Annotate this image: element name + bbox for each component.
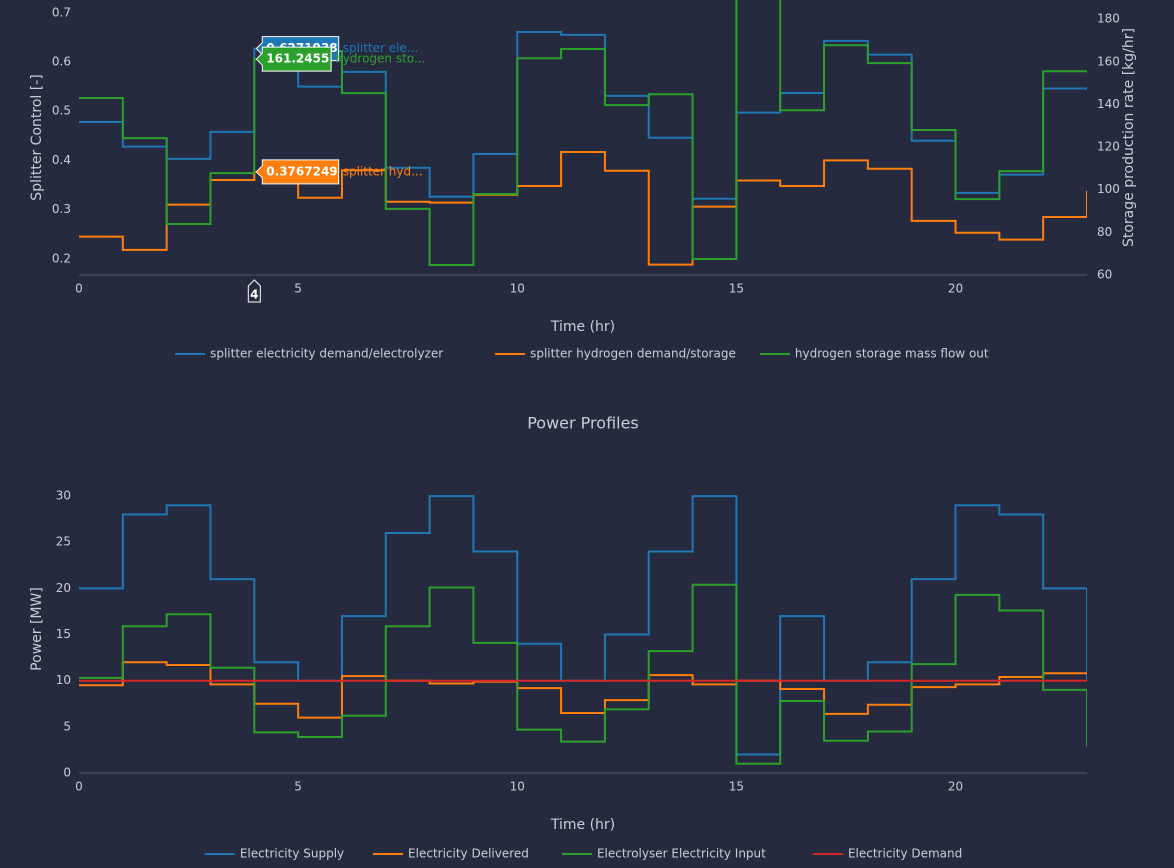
legend-label: hydrogen storage mass flow out — [795, 347, 989, 361]
hover-value: 161.2455 — [266, 52, 329, 66]
x-tick-label: 20 — [948, 780, 963, 794]
y-tick-label: 0.6 — [52, 54, 71, 68]
y-tick-label: 15 — [56, 627, 71, 641]
hover-x-label: 4 — [250, 288, 258, 302]
plot-area — [79, 495, 1087, 765]
x-tick-label: 15 — [729, 780, 744, 794]
x-tick-label: 5 — [294, 282, 302, 296]
y-axis-title: Power [MW] — [29, 587, 45, 671]
y-tick-label: 5 — [63, 719, 71, 733]
y2-tick-label: 120 — [1097, 140, 1120, 154]
series-line — [79, 661, 1087, 719]
series-line — [79, 151, 1087, 266]
x-axis-title: Time (hr) — [550, 319, 615, 335]
y-tick-label: 10 — [56, 673, 71, 687]
series-line — [79, 583, 1087, 765]
legend-label: Electricity Supply — [240, 847, 344, 861]
hover-series: splitter hyd... — [343, 164, 423, 178]
chart-title: Power Profiles — [527, 414, 639, 433]
y-tick-label: 25 — [56, 535, 71, 549]
legend-label: Electricity Delivered — [408, 847, 529, 861]
y-tick-label: 0.5 — [52, 104, 71, 118]
x-tick-label: 10 — [510, 282, 525, 296]
y2-tick-label: 80 — [1097, 225, 1112, 239]
legend-label: splitter electricity demand/electrolyzer — [210, 347, 443, 361]
y2-tick-label: 60 — [1097, 268, 1112, 282]
series-line — [79, 0, 1087, 266]
y2-tick-label: 140 — [1097, 97, 1120, 111]
hover-box — [255, 159, 340, 185]
y-axis-title: Splitter Control [-] — [29, 74, 45, 200]
y-tick-label: 20 — [56, 581, 71, 595]
x-tick-label: 20 — [948, 282, 963, 296]
y-tick-label: 30 — [56, 489, 71, 503]
y2-tick-label: 160 — [1097, 54, 1120, 68]
hover-x-box — [247, 279, 261, 303]
legend-label: Electricity Demand — [848, 847, 962, 861]
y2-axis-title: Storage production rate [kg/hr] — [1121, 28, 1137, 247]
x-axis-title: Time (hr) — [550, 817, 615, 833]
series-line — [79, 495, 1087, 756]
hover-box — [255, 46, 332, 72]
y-tick-label: 0.4 — [52, 153, 71, 167]
y2-tick-label: 180 — [1097, 12, 1120, 26]
x-tick-label: 0 — [75, 282, 83, 296]
x-tick-label: 10 — [510, 780, 525, 794]
x-tick-label: 15 — [729, 282, 744, 296]
hover-series: hydrogen sto... — [335, 52, 425, 66]
x-tick-label: 0 — [75, 780, 83, 794]
x-tick-label: 5 — [294, 780, 302, 794]
hover-value: 0.3767249 — [266, 164, 337, 178]
y-tick-label: 0.7 — [52, 5, 71, 19]
y-tick-label: 0 — [63, 766, 71, 780]
hover-series: splitter ele... — [343, 41, 419, 55]
plot-area — [79, 0, 1087, 266]
y-tick-label: 0.3 — [52, 202, 71, 216]
y-tick-label: 0.2 — [52, 251, 71, 265]
y2-tick-label: 100 — [1097, 182, 1120, 196]
legend-label: splitter hydrogen demand/storage — [530, 347, 736, 361]
legend-label: Electrolyser Electricity Input — [597, 847, 766, 861]
